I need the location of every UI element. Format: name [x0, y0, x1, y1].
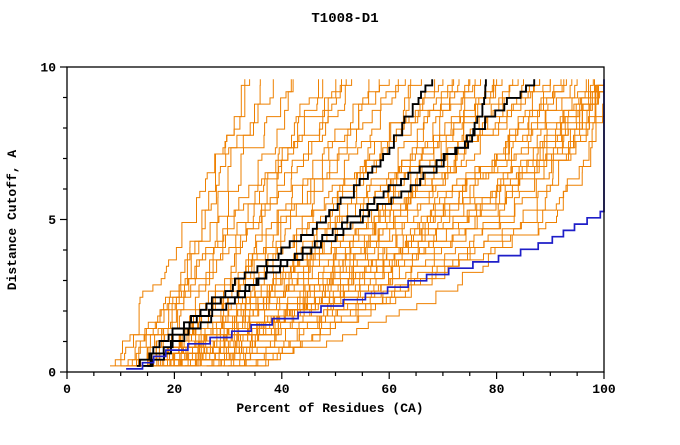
svg-text:0: 0: [63, 382, 71, 397]
svg-text:60: 60: [381, 382, 397, 397]
chart-title: T1008-D1: [311, 11, 378, 27]
y-axis-label: Distance Cutoff, A: [5, 150, 20, 291]
x-axis-label: Percent of Residues (CA): [236, 401, 423, 416]
svg-text:20: 20: [167, 382, 183, 397]
svg-text:40: 40: [274, 382, 290, 397]
svg-text:10: 10: [40, 61, 56, 76]
svg-text:0: 0: [48, 366, 56, 381]
svg-text:100: 100: [592, 382, 616, 397]
svg-text:80: 80: [489, 382, 505, 397]
svg-text:5: 5: [48, 213, 56, 228]
plot-layers: 0 20 40 60 80 100 0 5 10: [40, 61, 616, 398]
